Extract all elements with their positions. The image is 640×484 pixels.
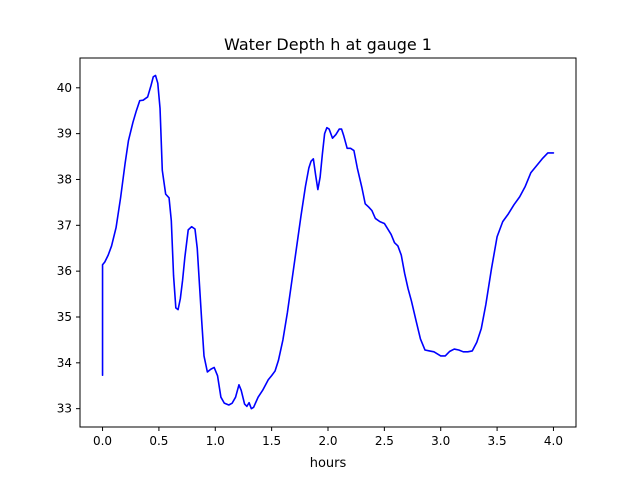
y-tick-label: 33 [57,402,72,416]
x-tick-label: 1.5 [262,434,281,448]
y-tick-label: 37 [57,218,72,232]
x-tick-label: 3.5 [488,434,507,448]
y-tick-label: 40 [57,81,72,95]
y-tick-label: 35 [57,310,72,324]
x-tick-label: 0.0 [93,434,112,448]
x-axis-label: hours [310,456,347,471]
y-tick-label: 36 [57,264,72,278]
x-tick-label: 3.0 [431,434,450,448]
y-axis-ticks: 33 34 35 36 37 38 39 40 [57,81,80,416]
y-tick-label: 38 [57,172,72,186]
series-line-0 [101,74,555,410]
x-tick-label: 4.0 [544,434,563,448]
x-tick-label: 1.0 [206,434,225,448]
x-tick-label: 0.5 [149,434,168,448]
x-tick-label: 2.0 [318,434,337,448]
series-layer [101,74,555,410]
x-tick-label: 2.5 [375,434,394,448]
x-axis-ticks: 0.0 0.5 1.0 1.5 2.0 2.5 3.0 3.5 4.0 [93,427,563,448]
plot-area [80,58,576,427]
y-tick-label: 34 [57,356,72,370]
y-tick-label: 39 [57,127,72,141]
chart-title: Water Depth h at gauge 1 [224,35,432,54]
